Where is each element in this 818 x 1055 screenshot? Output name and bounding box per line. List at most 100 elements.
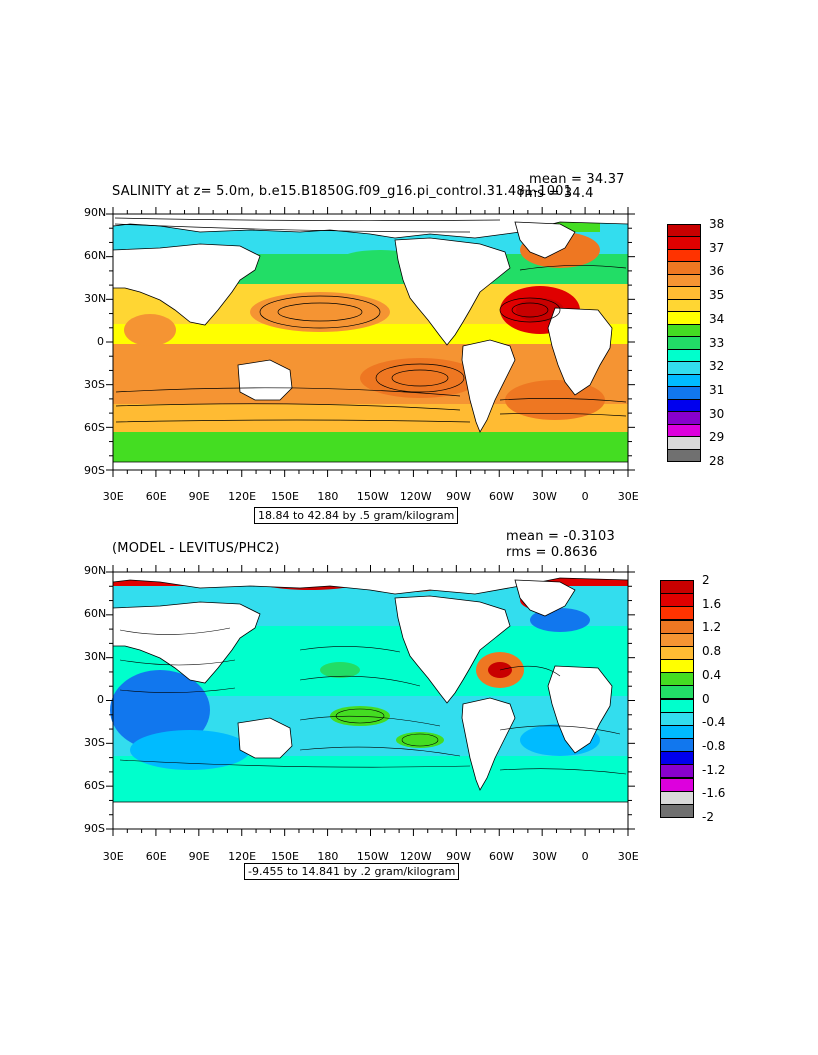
lat-label: 0 — [97, 693, 104, 706]
lon-label: 60E — [145, 850, 167, 863]
salinity-map — [106, 207, 635, 477]
colorbar-label: 1.2 — [702, 620, 722, 635]
field-blob — [396, 732, 444, 748]
colorbar-swatch — [667, 373, 701, 388]
colorbar-swatch — [660, 698, 694, 713]
lon-label: 120E — [228, 850, 257, 863]
lon-label: 90W — [446, 490, 471, 503]
colorbar-label: -2 — [702, 810, 714, 824]
colorbar-swatch — [667, 311, 701, 325]
field-blob — [124, 314, 176, 346]
colorbar-label: 31 — [709, 382, 725, 397]
colorbar-swatch — [660, 724, 694, 739]
colorbar-swatch — [667, 348, 701, 363]
colorbar-swatch — [667, 286, 701, 300]
rms-value: rms = 34.4 — [519, 186, 594, 201]
colorbar-label: 33 — [709, 335, 725, 350]
lon-label: 150E — [271, 850, 300, 863]
lat-label: 30S — [84, 378, 105, 391]
colorbar-label: 32 — [709, 359, 725, 374]
lon-label: 0 — [581, 490, 589, 503]
colorbar-label: 0.4 — [702, 667, 722, 682]
field-blob — [130, 730, 250, 770]
colorbar-label: 29 — [709, 430, 725, 445]
colorbar-swatch — [667, 323, 701, 338]
colorbar-swatch — [660, 672, 694, 687]
lon-label: 120W — [399, 490, 432, 503]
colorbar-swatch — [660, 659, 694, 674]
contour-interval-caption: 18.84 to 42.84 by .5 gram/kilogram — [254, 507, 459, 524]
colorbar-swatch — [667, 448, 701, 462]
lon-label: 90E — [188, 850, 210, 863]
colorbar-swatch — [667, 261, 701, 275]
salinity-colorbar: 38 37 36 35 34 33 32 31 30 29 28 — [667, 217, 724, 468]
lon-label: 90W — [446, 850, 471, 863]
colorbar-swatch — [667, 398, 701, 413]
lon-label: 120E — [228, 490, 257, 503]
field-blob — [110, 670, 210, 750]
contour-interval-caption: -9.455 to 14.841 by .2 gram/kilogram — [244, 863, 460, 880]
colorbar-label: -0.4 — [702, 715, 726, 730]
lon-label: 30W — [531, 490, 557, 503]
lon-label: 30E — [102, 490, 124, 503]
colorbar-swatch — [660, 580, 694, 595]
colorbar-swatch — [667, 436, 701, 450]
lon-label: 30W — [531, 850, 557, 863]
difference-map — [106, 565, 635, 836]
lat-label: 30N — [84, 650, 107, 663]
colorbar-swatch — [660, 619, 694, 634]
lat-label: 90N — [84, 564, 107, 577]
lon-label: 30E — [102, 850, 124, 863]
colorbar-label: -0.8 — [702, 738, 726, 753]
lat-label: 30N — [84, 292, 107, 305]
colorbar-swatch — [667, 411, 701, 425]
contour-lines — [119, 627, 627, 775]
salinity-map-panel: SALINITY at z= 5.0m, b.e15.B1850G.f09_g1… — [0, 160, 818, 530]
colorbar-swatch — [667, 386, 701, 400]
lon-label: 60W — [489, 850, 514, 863]
colorbar-label: 34 — [709, 311, 725, 326]
lon-label: 150E — [271, 490, 300, 503]
difference-colorbar: 2 1.6 1.2 0.8 0.4 0 -0.4 -0.8 -1.2 -1.6 -2 — [660, 573, 725, 824]
colorbar-label: -1.6 — [702, 786, 726, 801]
lon-label: 90E — [188, 490, 210, 503]
colorbar-swatch — [660, 803, 694, 818]
colorbar-label: 30 — [709, 406, 725, 421]
field-blob — [330, 706, 390, 726]
lon-label: 150W — [356, 490, 389, 503]
colorbar-label: 38 — [709, 217, 725, 231]
colorbar-label: 28 — [709, 454, 725, 468]
map-title: (MODEL - LEVITUS/PHC2) — [112, 541, 280, 556]
lat-label: 60N — [84, 249, 107, 262]
difference-map-panel: (MODEL - LEVITUS/PHC2) mean = -0.3103 rm… — [0, 520, 818, 890]
colorbar-swatch — [660, 790, 694, 805]
lat-label: 90S — [84, 822, 105, 835]
field-blob — [250, 292, 390, 332]
colorbar-swatch — [667, 236, 701, 250]
colorbar-swatch — [660, 685, 694, 700]
land-masses — [112, 213, 629, 471]
lat-label: 90S — [84, 464, 105, 477]
lon-label: 120W — [399, 850, 432, 863]
colorbar-swatch — [667, 248, 701, 263]
colorbar-swatch — [660, 645, 694, 660]
mean-value: mean = -0.3103 — [506, 529, 616, 544]
lon-label: 180 — [317, 850, 339, 863]
colorbar-label: 0.8 — [702, 644, 722, 659]
lon-label: 30E — [617, 850, 639, 863]
field-blob — [320, 662, 360, 678]
lat-label: 60N — [84, 607, 107, 620]
lon-label: 30E — [617, 490, 639, 503]
land-masses — [112, 571, 629, 830]
colorbar-label: -1.2 — [702, 762, 726, 777]
colorbar-swatch — [667, 423, 701, 438]
colorbar-swatch — [667, 224, 701, 238]
lat-label: 60S — [84, 421, 105, 434]
lat-label: 30S — [84, 736, 105, 749]
lat-label: 90N — [84, 206, 107, 219]
colorbar-label: 0 — [702, 691, 710, 706]
colorbar-swatch — [660, 764, 694, 779]
lat-label: 0 — [97, 335, 104, 348]
colorbar-swatch — [660, 751, 694, 766]
colorbar-swatch — [660, 711, 694, 726]
